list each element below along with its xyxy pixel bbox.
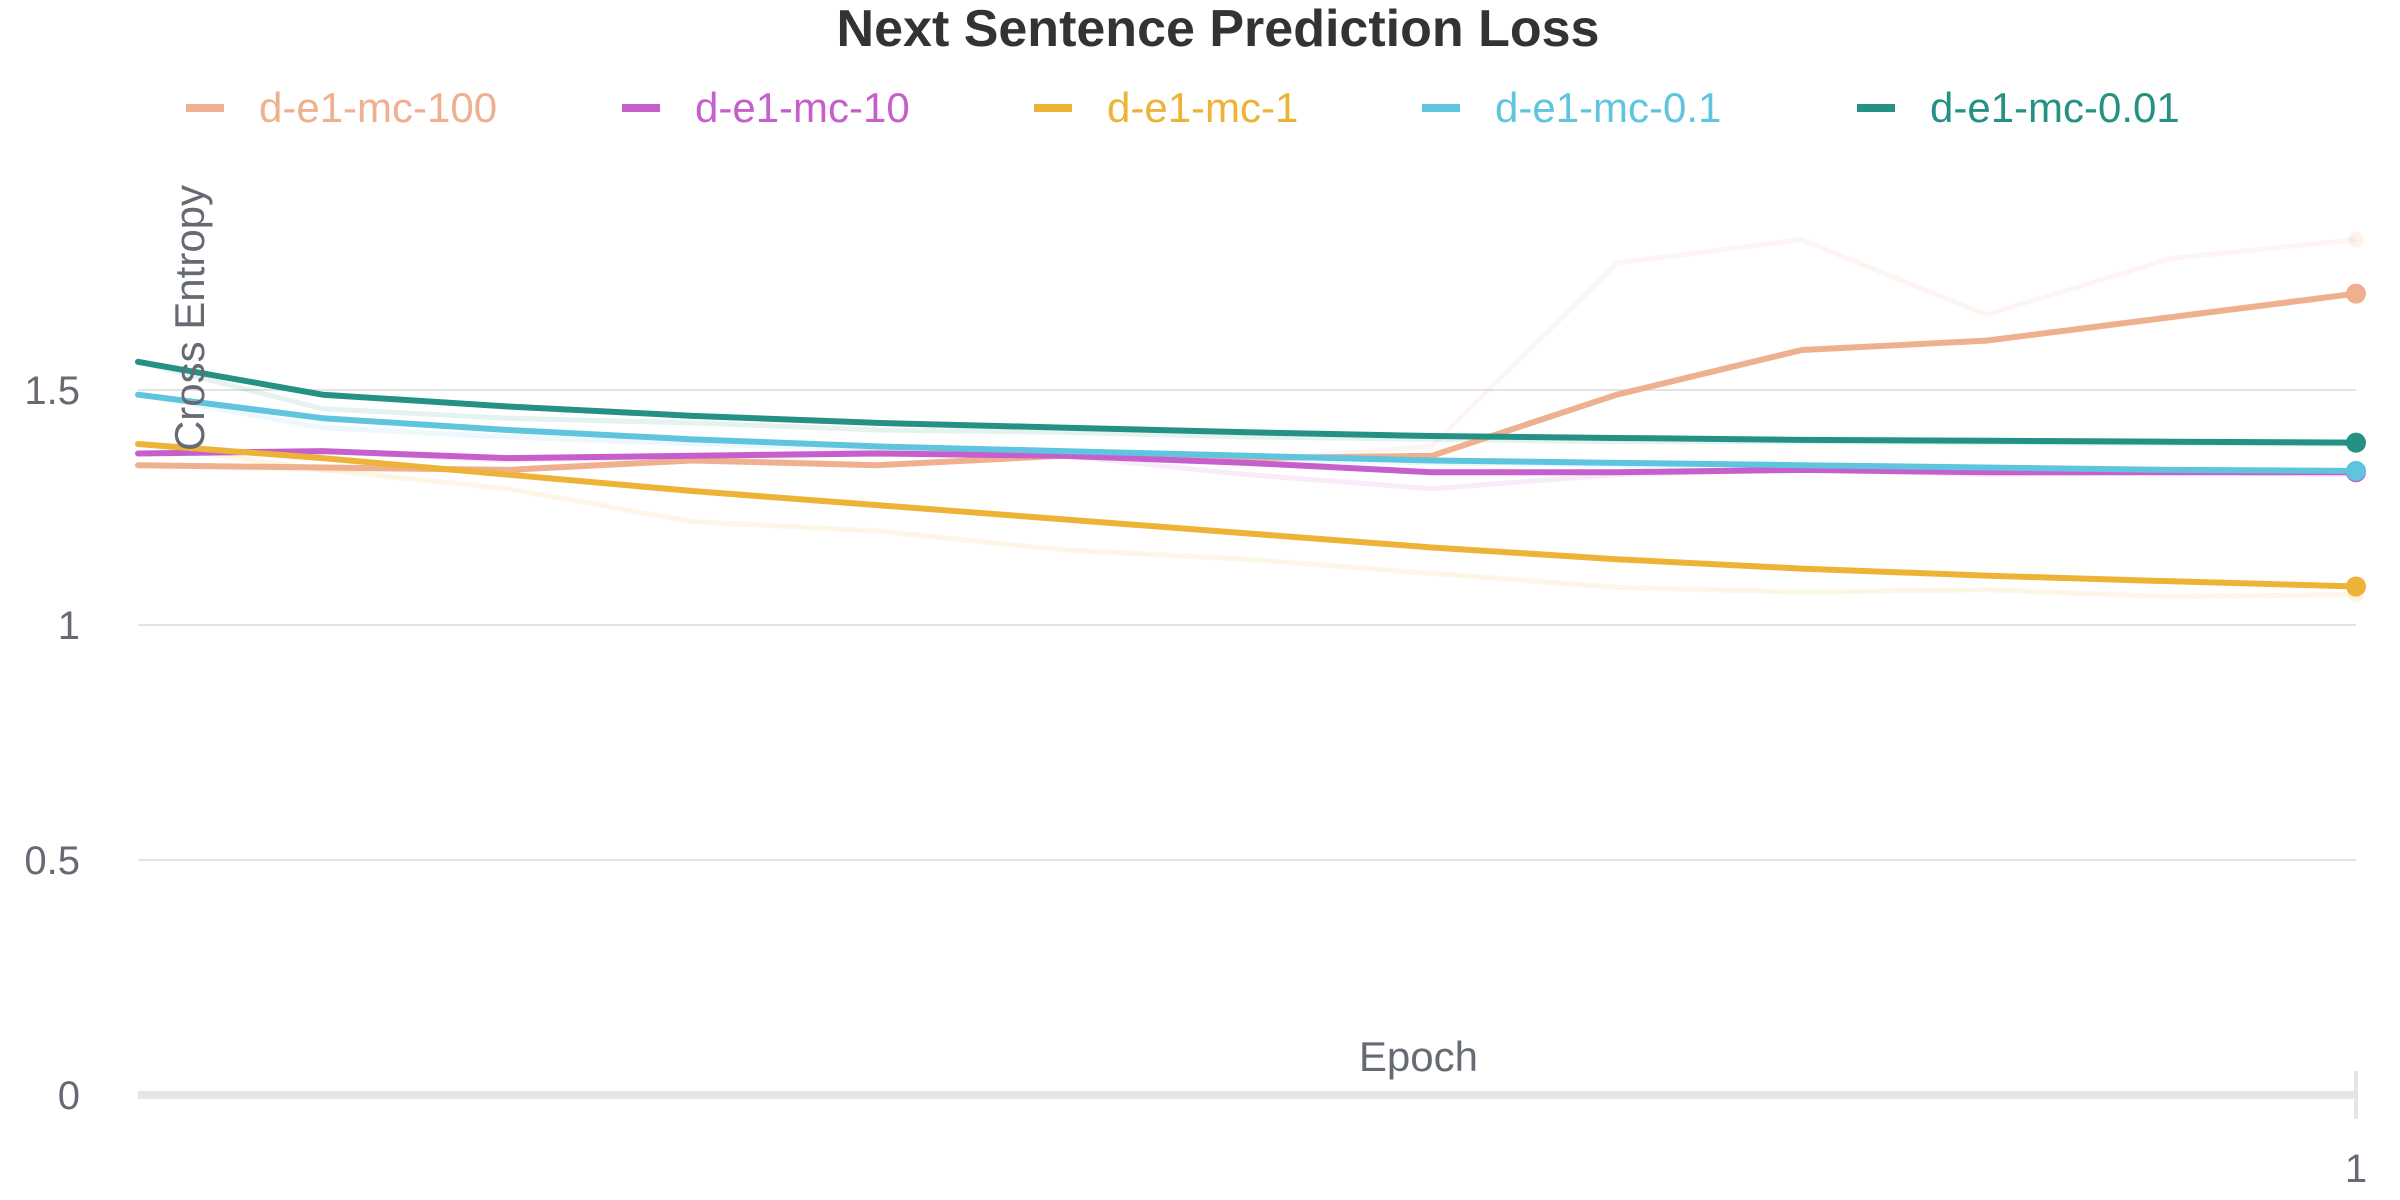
legend-item-d-e1-mc-10[interactable]: d-e1-mc-10: [622, 84, 910, 131]
legend-label: d-e1-mc-1: [1107, 84, 1298, 131]
legend-item-d-e1-mc-100[interactable]: d-e1-mc-100: [186, 84, 497, 131]
x-axis-title: Epoch: [1359, 1033, 1478, 1080]
legend[interactable]: d-e1-mc-100 d-e1-mc-10 d-e1-mc-1 d-e1-mc-0.…: [186, 84, 2180, 131]
series-end-point[interactable]: [2346, 283, 2366, 304]
raw-end-point: [2348, 231, 2364, 248]
legend-item-d-e1-mc-1[interactable]: d-e1-mc-1: [1034, 84, 1298, 131]
smoothed-lines-layer: [135, 283, 2366, 597]
series-line-d-e1-mc-1[interactable]: [135, 441, 2359, 590]
raw-lines-layer: [137, 231, 2364, 603]
series-end-point[interactable]: [2346, 432, 2366, 453]
legend-label: d-e1-mc-0.01: [1930, 84, 2180, 131]
series-end-point[interactable]: [2346, 576, 2366, 597]
series-end-point[interactable]: [2346, 460, 2366, 481]
legend-item-d-e1-mc-0.1[interactable]: d-e1-mc-0.1: [1422, 84, 1721, 131]
y-tick-label: 1.5: [24, 369, 80, 413]
series-line-d-e1-mc-0.1[interactable]: [135, 391, 2359, 474]
legend-label: d-e1-mc-100: [259, 84, 497, 131]
x-tick-label: 1: [2345, 1147, 2367, 1191]
y-tick-label: 1: [58, 604, 80, 648]
raw-line-d-e1-mc-1: [137, 441, 2357, 600]
series-line-d-e1-mc-0.01[interactable]: [135, 358, 2359, 446]
y-tick-label: 0.5: [24, 839, 80, 883]
legend-label: d-e1-mc-10: [695, 84, 910, 131]
series-line-d-e1-mc-10[interactable]: [135, 448, 2359, 476]
legend-label: d-e1-mc-0.1: [1495, 84, 1721, 131]
chart-title: Next Sentence Prediction Loss: [837, 0, 1600, 58]
y-axis-title: Cross Entropy: [166, 185, 213, 451]
legend-item-d-e1-mc-0.01[interactable]: d-e1-mc-0.01: [1857, 84, 2180, 131]
y-tick-label: 0: [58, 1074, 80, 1118]
axis-layer: 0 0.5 1 1.5 1: [24, 369, 2367, 1191]
grid-layer: [138, 389, 2356, 861]
